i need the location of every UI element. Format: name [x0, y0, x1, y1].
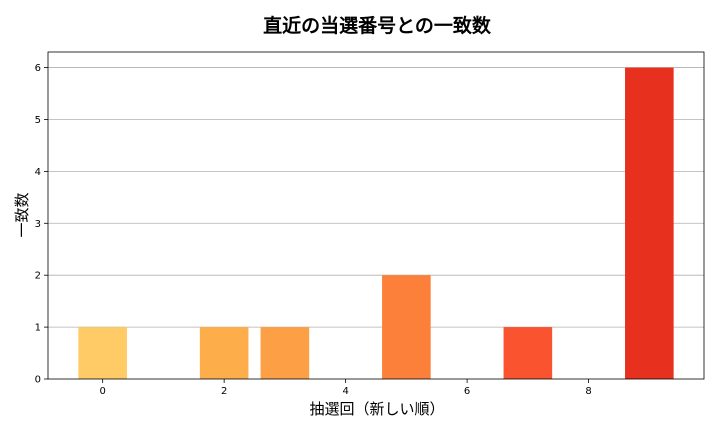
bar [199, 327, 249, 379]
y-tick-label: 6 [35, 63, 41, 74]
bar [503, 327, 553, 379]
y-tick-label: 1 [35, 323, 41, 334]
x-axis-ticks: 0 2 4 6 8 [99, 379, 592, 397]
plot-frame [47, 51, 705, 380]
x-axis-label: 抽選回（新しい順） [309, 400, 444, 418]
bar [625, 67, 674, 380]
y-axis-label: 一致数 [13, 192, 31, 237]
y-tick-label: 2 [35, 271, 41, 282]
bar [382, 275, 431, 379]
x-tick-label: 6 [464, 386, 470, 397]
bars [78, 67, 674, 380]
y-tick-label: 5 [35, 115, 41, 126]
bar [260, 327, 310, 379]
y-gridlines [48, 67, 704, 328]
y-tick-label: 0 [35, 375, 41, 386]
x-tick-label: 4 [342, 386, 348, 397]
y-tick-label: 4 [35, 167, 41, 178]
y-tick-label: 3 [35, 219, 41, 230]
y-axis-ticks: 0 1 2 3 4 5 6 [35, 63, 48, 386]
bar [78, 327, 127, 379]
x-tick-label: 2 [221, 386, 227, 397]
x-tick-label: 8 [585, 386, 591, 397]
chart-title: 直近の当選番号との一致数 [263, 14, 492, 37]
x-tick-label: 0 [99, 386, 105, 397]
